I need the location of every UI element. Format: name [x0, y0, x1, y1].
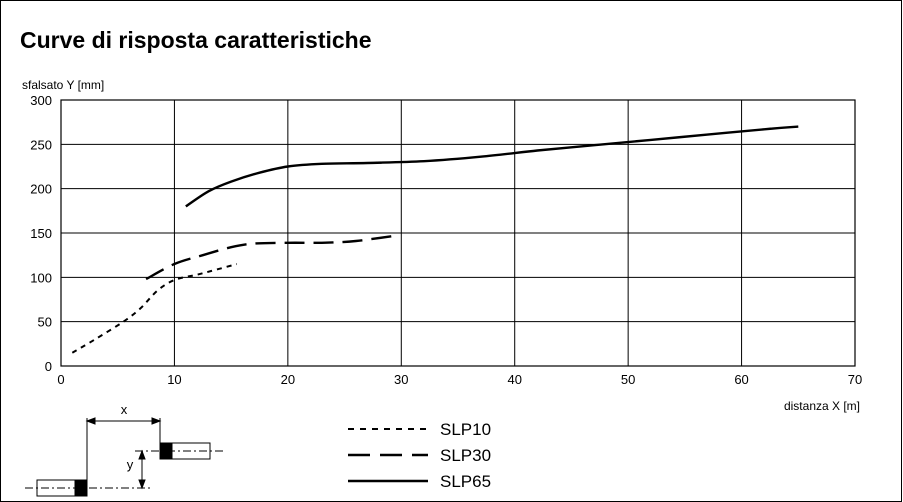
series-line-slp10 — [71, 263, 238, 354]
x-tick-label: 50 — [621, 372, 635, 387]
y-arrow-bottom — [138, 479, 146, 490]
legend-label-slp10: SLP10 — [440, 420, 491, 439]
y-tick-label: 300 — [30, 93, 52, 108]
series-lines — [71, 125, 799, 354]
x-dimension-label: x — [121, 402, 128, 417]
grid — [61, 100, 855, 366]
y-tick-label: 250 — [30, 137, 52, 152]
x-tick-label: 60 — [734, 372, 748, 387]
series-line-slp65 — [185, 125, 799, 208]
x-tick-label: 20 — [281, 372, 295, 387]
tick-labels: 0 10 20 30 40 50 60 70 0 50 100 150 200 250 300 — [30, 93, 862, 387]
x-arrow-left — [85, 417, 96, 425]
x-tick-label: 10 — [167, 372, 181, 387]
x-tick-label: 70 — [848, 372, 862, 387]
x-axis-label: distanza X [m] — [784, 399, 860, 413]
series-line-slp30 — [145, 234, 396, 281]
x-arrow-right — [151, 417, 162, 425]
y-tick-label: 50 — [38, 315, 52, 330]
y-tick-label: 200 — [30, 182, 52, 197]
legend-label-slp30: SLP30 — [440, 446, 491, 465]
chart-title: Curve di risposta caratteristiche — [20, 27, 372, 53]
y-tick-label: 100 — [30, 270, 52, 285]
y-dimension-label: y — [127, 457, 134, 472]
y-axis-label: sfalsato Y [mm] — [22, 78, 104, 92]
x-tick-label: 40 — [507, 372, 521, 387]
y-tick-label: 150 — [30, 226, 52, 241]
x-tick-label: 30 — [394, 372, 408, 387]
legend-label-slp65: SLP65 — [440, 472, 491, 491]
sensor-offset-diagram — [25, 417, 224, 497]
legend: SLP10 SLP30 SLP65 — [348, 420, 491, 491]
y-tick-label: 0 — [45, 359, 52, 374]
x-tick-label: 0 — [57, 372, 64, 387]
y-arrow-top — [138, 449, 146, 460]
